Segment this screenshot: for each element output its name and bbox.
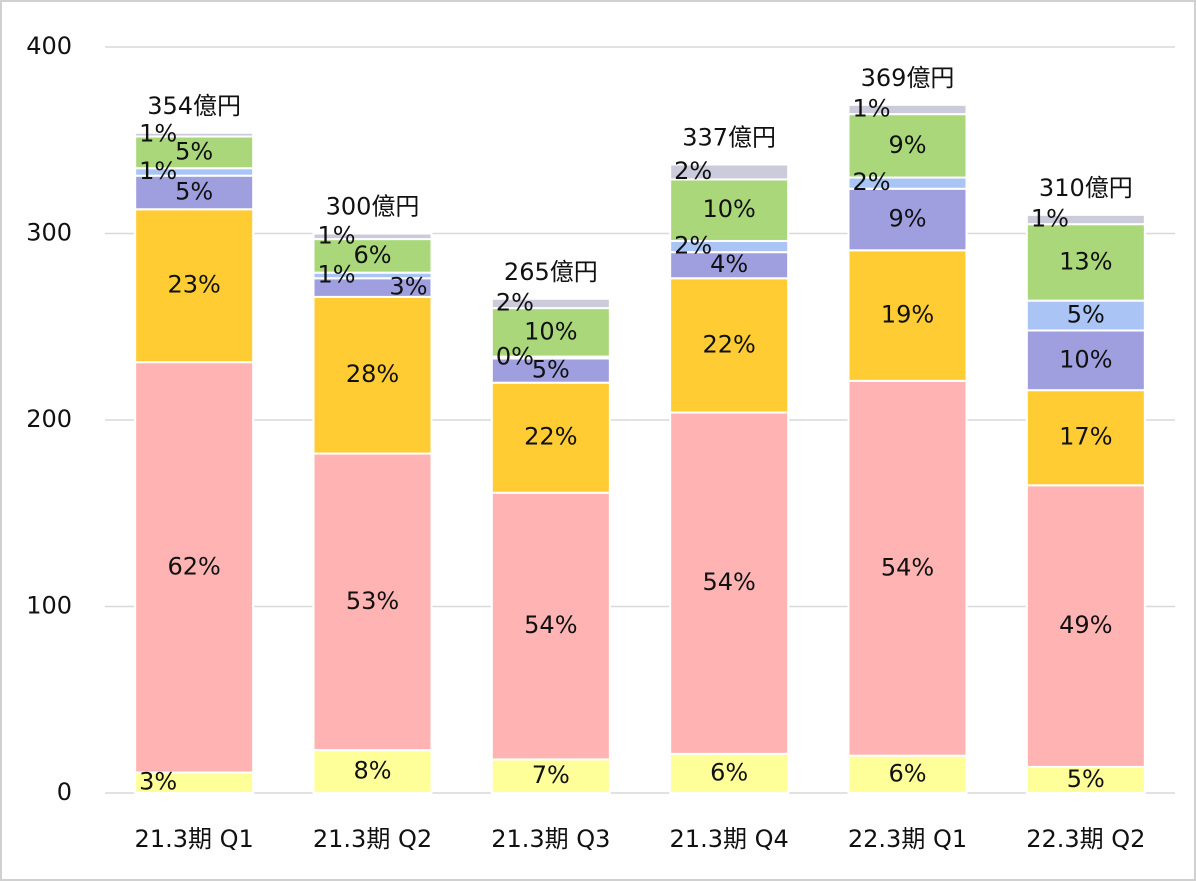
x-tick-label: 21.3期 Q1 [135,825,254,853]
data-label: 2% [674,232,712,260]
bar-segment [312,238,433,274]
bar-segment [669,277,790,414]
data-label: 9% [888,131,926,159]
bar-segment [134,131,255,138]
x-tick-label: 22.3期 Q1 [848,825,967,853]
data-label: 53% [346,587,399,615]
bar-segment [490,297,611,310]
data-label: 1% [139,157,177,185]
y-tick-label: 400 [26,32,72,60]
data-label: 2% [496,288,534,316]
data-label: 49% [1059,611,1112,639]
bar-segment [134,208,255,364]
bar-segment [490,491,611,761]
y-tick-label: 300 [26,219,72,247]
data-label: 5% [175,177,213,205]
bar-segment [669,163,790,181]
bar-segment [1025,389,1146,487]
x-tick-label: 21.3期 Q4 [670,825,789,853]
bar-segment [490,357,611,384]
bar-segment [669,752,790,795]
bar-segment [1025,299,1146,332]
bar-segment [134,361,255,774]
data-label: 22% [524,423,577,451]
total-label: 265億円 [504,258,598,286]
bar-segment [847,103,968,116]
data-label: 28% [346,360,399,388]
data-label: 22% [702,330,755,358]
bar-segment [847,379,968,757]
total-label: 300億円 [326,193,420,221]
data-label: 3% [139,768,177,796]
bar-segment [1025,329,1146,392]
data-label: 7% [532,761,570,789]
data-label: 0% [496,343,534,371]
y-tick-label: 200 [26,405,72,433]
bar-segment [847,249,968,382]
data-label: 5% [532,356,570,384]
data-label: 3% [389,273,427,301]
data-label: 5% [1067,765,1105,793]
data-label: 5% [175,137,213,165]
data-label: 54% [881,553,934,581]
total-label: 310億円 [1039,174,1133,202]
data-label: 23% [167,271,220,299]
data-label: 10% [524,317,577,345]
total-label: 369億円 [861,64,955,92]
data-label: 4% [710,250,748,278]
data-label: 10% [702,195,755,223]
bar-segment [490,758,611,794]
data-label: 6% [888,759,926,787]
bar-segment [847,113,968,179]
data-label: 62% [167,552,220,580]
bar-segment [490,307,611,358]
data-label: 6% [710,758,748,786]
bar-segment [1025,213,1146,226]
data-label: 2% [674,157,712,185]
x-tick-label: 21.3期 Q2 [313,825,432,853]
data-label: 17% [1059,423,1112,451]
y-tick-label: 0 [57,778,72,806]
bar-segment [669,411,790,755]
data-label: 10% [1059,345,1112,373]
data-label: 1% [853,94,891,122]
x-tick-label: 21.3期 Q3 [491,825,610,853]
bar-segment [312,749,433,794]
data-label: 54% [702,568,755,596]
data-label: 1% [318,221,356,249]
data-label: 1% [318,260,356,288]
bar-segment [847,187,968,252]
data-label: 54% [524,611,577,639]
total-label: 337億円 [682,123,776,151]
data-label: 9% [888,205,926,233]
bar-segment [312,232,433,241]
x-tick-label: 22.3期 Q2 [1026,825,1145,853]
bar-segment [490,381,611,494]
bar-segment [1025,484,1146,768]
bar-segment [134,135,255,170]
data-label: 1% [1031,205,1069,233]
data-label: 13% [1059,247,1112,275]
total-label: 354億円 [147,92,241,120]
bar-segment [669,251,790,280]
bar-segment [1025,765,1146,795]
bar-segment [312,295,433,455]
data-label: 19% [881,301,934,329]
data-label: 5% [1067,301,1105,329]
bar-segment [312,452,433,752]
y-tick-label: 100 [26,592,72,620]
data-label: 1% [139,120,177,148]
data-label: 8% [353,757,391,785]
data-label: 2% [853,168,891,196]
data-label: 6% [353,241,391,269]
